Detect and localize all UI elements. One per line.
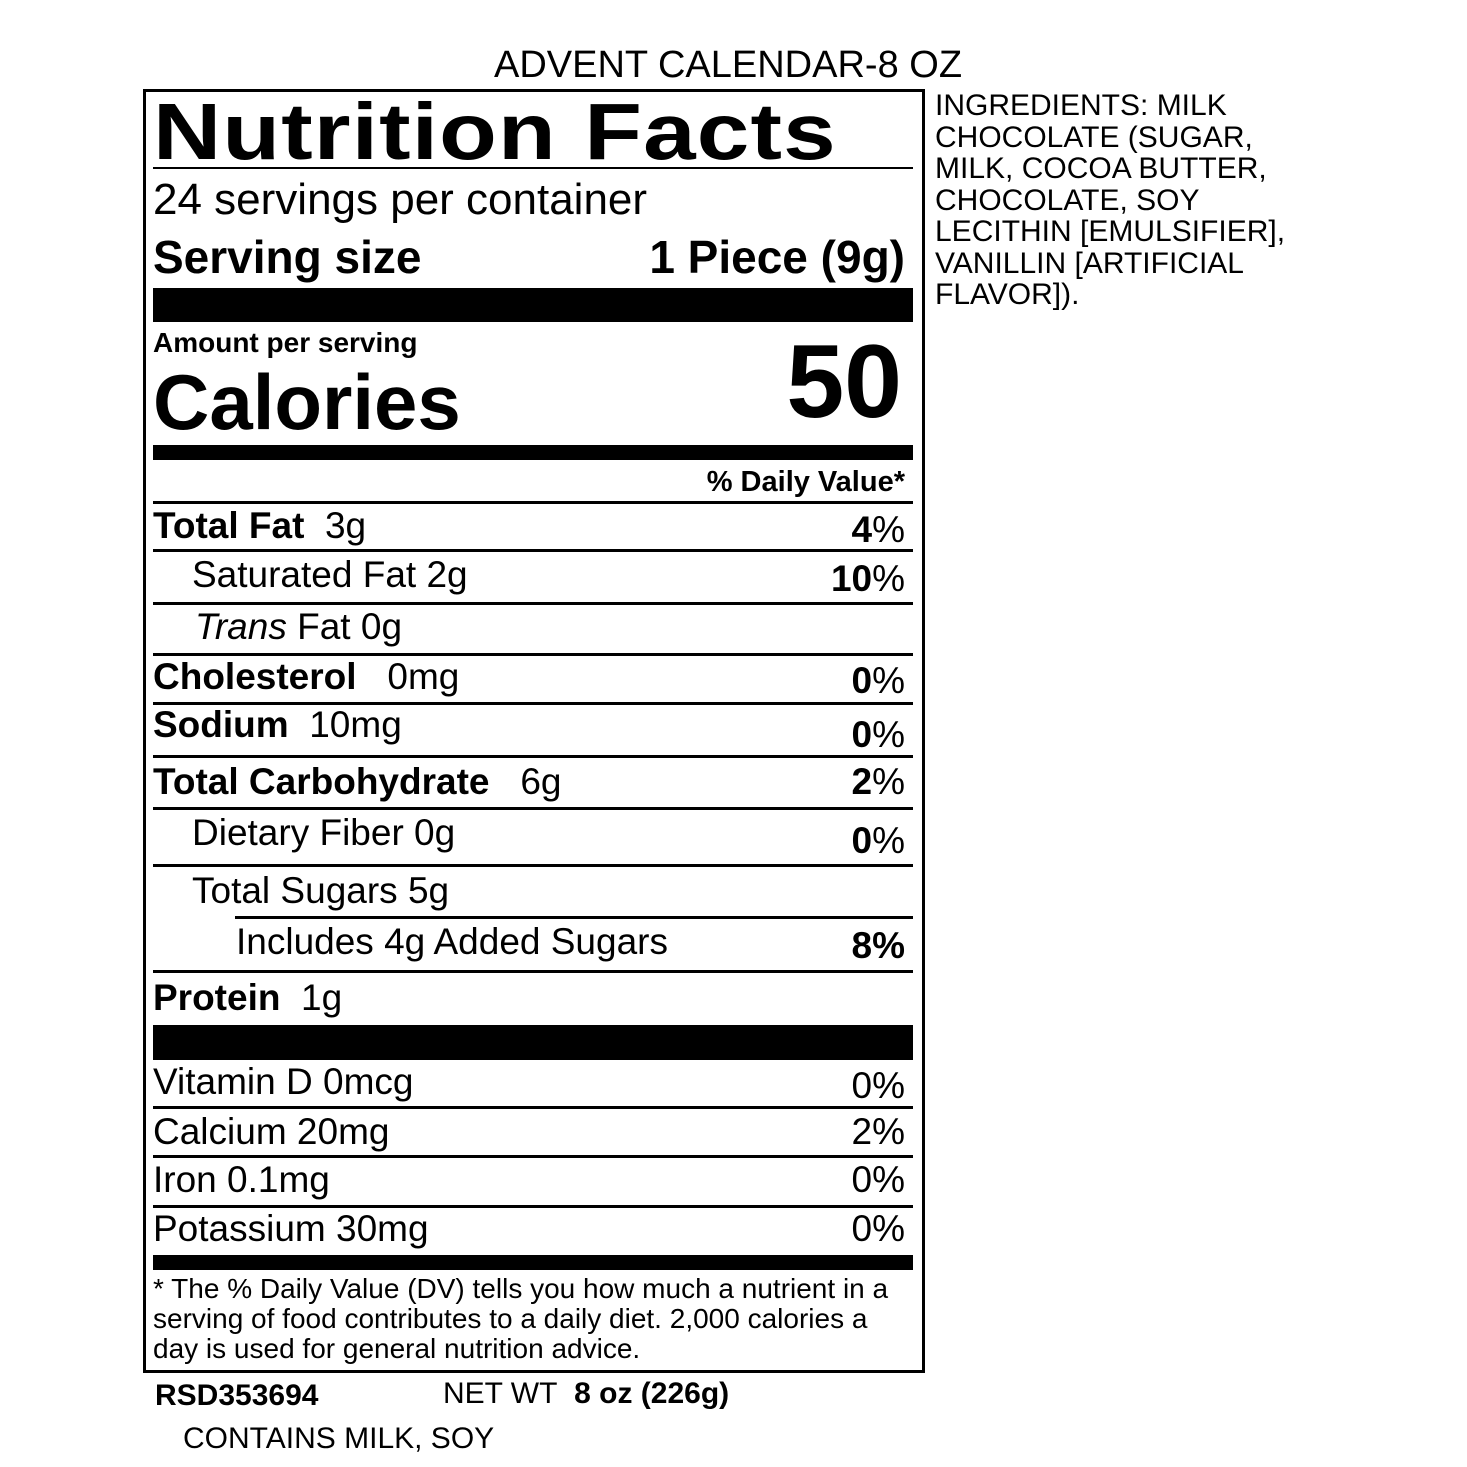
thick-bar bbox=[153, 1025, 913, 1060]
nutrient-dv: 0 bbox=[851, 660, 873, 701]
vitamin-dv: 0% bbox=[851, 1208, 905, 1249]
percent-sign: % bbox=[872, 660, 905, 701]
nutrient-name: Includes 4g Added Sugars bbox=[236, 921, 668, 962]
nutrient-dv: 4 bbox=[851, 509, 873, 550]
nutrition-facts-panel bbox=[143, 89, 925, 1373]
vitamin-dv: 2% bbox=[851, 1111, 905, 1152]
net-weight-value: 8 oz (226g) bbox=[574, 1377, 730, 1410]
nutrient-row-saturated-fat: Saturated Fat 2g 10% bbox=[153, 553, 905, 599]
nutrient-amount: 10mg bbox=[309, 704, 402, 745]
amount-per-serving: Amount per serving bbox=[153, 327, 418, 358]
serving-size-value: 1 Piece (9g) bbox=[649, 231, 905, 283]
nutrient-dv: 0 bbox=[851, 714, 873, 755]
nutrient-row-total-sugars: Total Sugars 5g bbox=[153, 869, 905, 913]
nutrient-dv: 8% bbox=[851, 925, 905, 966]
vitamin-name: Potassium 30mg bbox=[153, 1208, 429, 1249]
vitamin-dv: 0% bbox=[851, 1159, 905, 1200]
nutrient-amount: 3g bbox=[324, 505, 367, 546]
nutrient-row-trans-fat: Trans Fat 0g bbox=[153, 605, 905, 649]
vitamin-row-vitamin-d: Vitamin D 0mcg 0% bbox=[153, 1060, 905, 1106]
percent-sign: % bbox=[872, 761, 905, 802]
vitamin-name: Vitamin D 0mcg bbox=[153, 1061, 414, 1102]
serving-size-label: Serving size bbox=[153, 231, 422, 283]
nutrient-amount: 1g bbox=[301, 977, 343, 1018]
nutrient-name: Total Sugars 5g bbox=[192, 870, 450, 911]
nutrient-row-added-sugars: Includes 4g Added Sugars 8% bbox=[153, 920, 905, 966]
vitamin-name: Iron 0.1mg bbox=[153, 1159, 330, 1200]
vitamin-dv: 0% bbox=[851, 1065, 905, 1106]
nutrient-name: Total Fat bbox=[153, 505, 305, 546]
nutrient-row-protein: Protein 1g bbox=[153, 976, 905, 1020]
product-code: RSD353694 bbox=[155, 1379, 319, 1412]
panel-title: Nutrition Facts bbox=[153, 87, 837, 176]
nutrient-name: Cholesterol bbox=[153, 656, 357, 697]
nutrient-row-total-carbohydrate: Total Carbohydrate 6g 2% bbox=[153, 760, 905, 804]
percent-sign: % bbox=[872, 509, 905, 550]
product-title: ADVENT CALENDAR-8 OZ bbox=[493, 44, 963, 86]
nutrient-row-cholesterol: Cholesterol 0mg 0% bbox=[153, 655, 905, 701]
divider bbox=[153, 501, 913, 504]
nutrient-name: Dietary Fiber 0g bbox=[192, 812, 456, 853]
nutrient-name: Fat 0g bbox=[286, 606, 403, 647]
nutrient-name: Sodium bbox=[153, 704, 289, 745]
net-weight-label: NET WT bbox=[443, 1377, 558, 1410]
nutrient-amount: 0mg bbox=[387, 656, 460, 697]
vitamin-name: Calcium 20mg bbox=[153, 1111, 390, 1152]
nutrient-dv: 0 bbox=[851, 820, 873, 861]
vitamin-row-potassium: Potassium 30mg 0% bbox=[153, 1207, 905, 1251]
vitamin-row-calcium: Calcium 20mg 2% bbox=[153, 1110, 905, 1154]
vitamin-row-iron: Iron 0.1mg 0% bbox=[153, 1158, 905, 1202]
thick-bar bbox=[153, 288, 913, 322]
nutrient-dv: 10 bbox=[830, 558, 873, 599]
serving-size: Serving size 1 Piece (9g) bbox=[153, 230, 905, 284]
ingredients: INGREDIENTS: MILK CHOCOLATE (SUGAR, MILK… bbox=[935, 89, 1286, 311]
nutrient-name: Total Carbohydrate bbox=[153, 761, 490, 802]
nutrient-name: Saturated Fat 2g bbox=[192, 554, 468, 595]
medium-bar bbox=[153, 445, 913, 460]
net-weight: NET WT 8 oz (226g) bbox=[443, 1376, 729, 1412]
servings-per-container: 24 servings per container bbox=[153, 175, 648, 224]
calories-label: Calories bbox=[153, 358, 461, 446]
nutrient-row-sodium: Sodium 10mg 0% bbox=[153, 703, 905, 755]
medium-bar bbox=[153, 1255, 913, 1270]
calories-value: 50 bbox=[786, 324, 902, 440]
nutrient-name: Protein bbox=[153, 977, 281, 1018]
percent-sign: % bbox=[872, 558, 905, 599]
nutrient-row-dietary-fiber: Dietary Fiber 0g 0% bbox=[153, 811, 905, 861]
daily-value-header: % Daily Value* bbox=[706, 466, 905, 498]
nutrient-name-italic: Trans bbox=[195, 606, 287, 647]
nutrient-amount: 6g bbox=[520, 761, 562, 802]
divider bbox=[153, 167, 913, 169]
allergen-statement: CONTAINS MILK, SOY bbox=[183, 1422, 495, 1455]
percent-sign: % bbox=[872, 820, 905, 861]
footnote: * The % Daily Value (DV) tells you how m… bbox=[153, 1273, 889, 1364]
percent-sign: % bbox=[872, 714, 905, 755]
nutrient-row-total-fat: Total Fat 3g 4% bbox=[153, 504, 905, 550]
nutrient-dv: 2 bbox=[851, 761, 873, 802]
